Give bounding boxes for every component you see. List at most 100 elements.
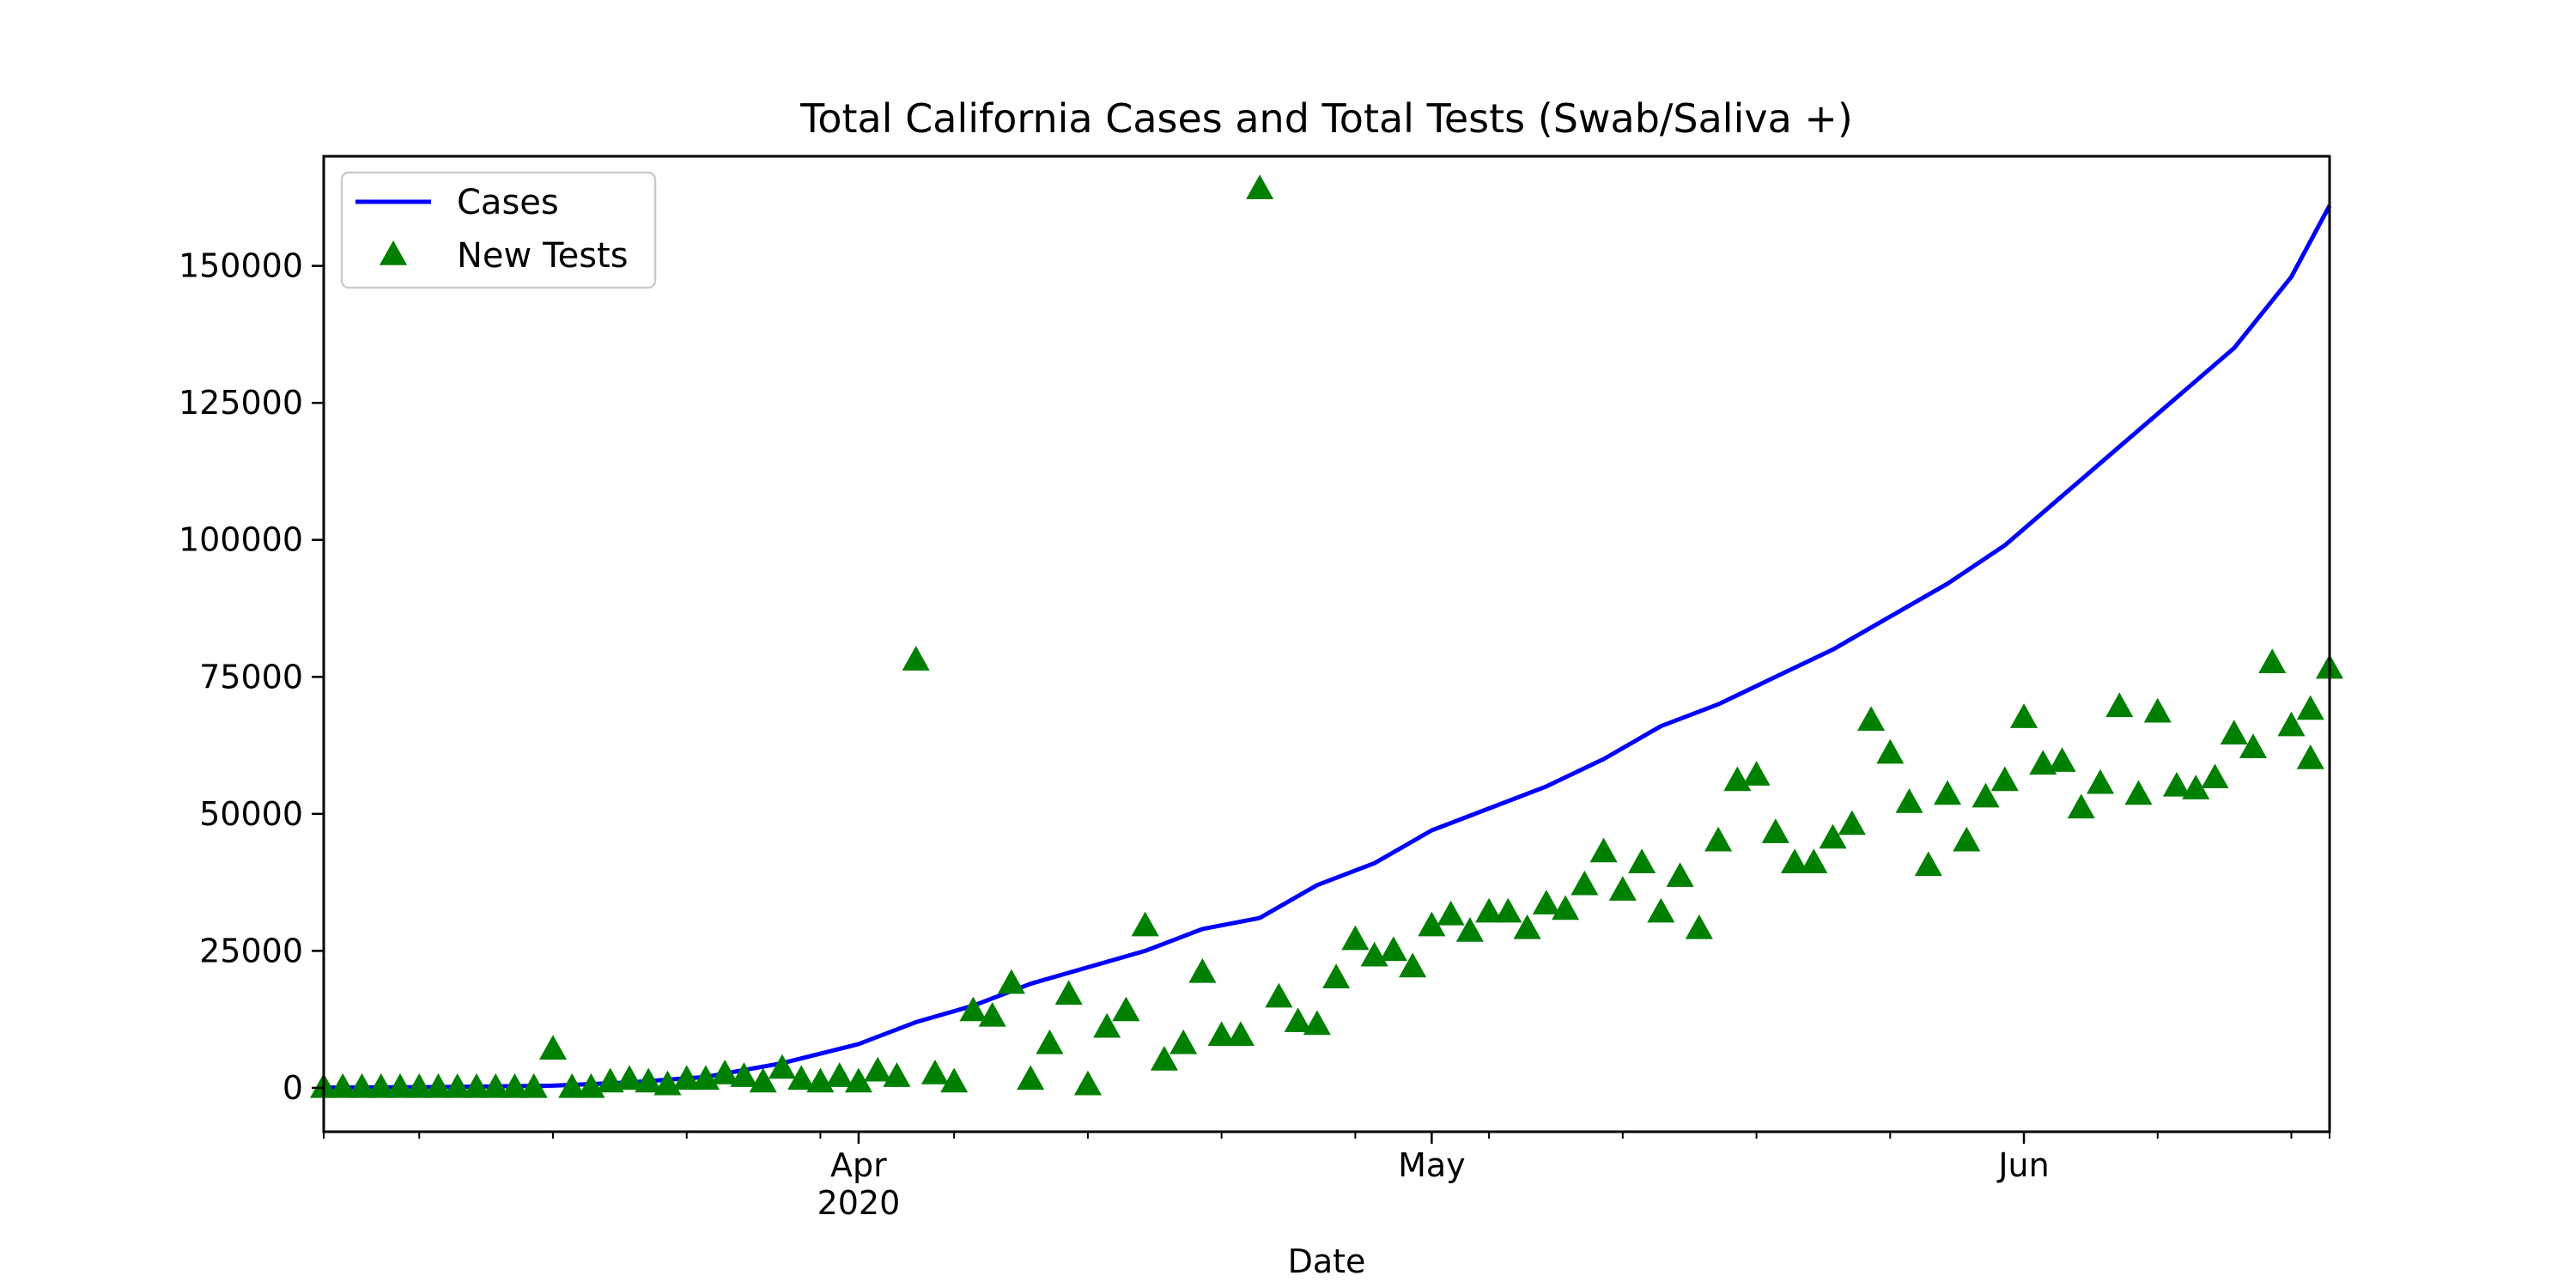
data-point-new-tests: [2009, 703, 2038, 728]
data-point-new-tests: [940, 1067, 969, 1093]
data-point-new-tests: [978, 1001, 1006, 1027]
data-point-new-tests: [1226, 1021, 1255, 1047]
data-point-new-tests: [482, 1072, 510, 1098]
data-point-new-tests: [405, 1072, 434, 1098]
data-point-new-tests: [1513, 914, 1541, 939]
data-point-new-tests: [1093, 1012, 1121, 1038]
data-point-new-tests: [1532, 890, 1560, 914]
series-line-cases: [323, 204, 2332, 1091]
data-point-new-tests: [329, 1072, 357, 1098]
x-axis-label: Date: [1288, 1242, 1366, 1280]
data-point-new-tests: [1953, 826, 1981, 852]
data-point-new-tests: [1246, 174, 1274, 199]
data-point-new-tests: [2124, 780, 2153, 805]
data-point-new-tests: [2296, 695, 2324, 720]
data-point-new-tests: [558, 1072, 586, 1098]
data-point-new-tests: [2220, 720, 2248, 745]
data-point-new-tests: [1399, 952, 1427, 978]
data-point-new-tests: [1494, 897, 1522, 923]
data-point-new-tests: [1761, 818, 1789, 843]
data-point-new-tests: [367, 1072, 395, 1098]
legend-swatch-new-tests: [379, 240, 408, 265]
data-point-new-tests: [1112, 996, 1140, 1022]
x-tick-label: May: [1398, 1146, 1466, 1184]
x-tick-sublabel: 2020: [817, 1184, 901, 1222]
data-point-new-tests: [2029, 750, 2057, 775]
data-point-new-tests: [1036, 1029, 1064, 1054]
data-point-new-tests: [2086, 769, 2115, 794]
data-point-new-tests: [749, 1067, 777, 1093]
y-tick-label: 150000: [179, 247, 303, 285]
data-point-new-tests: [1475, 897, 1504, 923]
y-tick-label: 125000: [179, 384, 303, 422]
data-point-new-tests: [462, 1072, 491, 1098]
data-point-new-tests: [997, 969, 1025, 994]
data-point-new-tests: [501, 1072, 529, 1098]
data-point-new-tests: [2067, 793, 2095, 819]
data-point-new-tests: [864, 1056, 892, 1082]
data-point-new-tests: [902, 646, 930, 671]
data-point-new-tests: [672, 1065, 701, 1091]
y-tick-label: 25000: [199, 932, 303, 969]
data-point-new-tests: [443, 1072, 471, 1098]
data-point-new-tests: [519, 1072, 548, 1098]
data-point-new-tests: [1054, 980, 1083, 1005]
data-point-new-tests: [1265, 982, 1293, 1008]
data-point-new-tests: [2162, 771, 2191, 797]
data-point-new-tests: [787, 1065, 816, 1091]
data-point-new-tests: [1552, 895, 1580, 920]
data-point-new-tests: [2048, 747, 2076, 772]
x-tick-label: Jun: [1996, 1146, 2049, 1184]
data-point-new-tests: [596, 1067, 624, 1093]
series-layer: [309, 174, 2344, 1098]
data-point-new-tests: [1303, 1010, 1331, 1036]
data-point-new-tests: [883, 1062, 911, 1087]
data-point-new-tests: [1017, 1065, 1045, 1091]
data-point-new-tests: [1188, 957, 1217, 983]
y-tick-label: 100000: [179, 521, 303, 559]
data-point-new-tests: [1685, 914, 1713, 939]
data-point-new-tests: [1971, 782, 2000, 808]
data-point-new-tests: [1571, 870, 1599, 896]
data-point-new-tests: [920, 1059, 949, 1084]
data-point-new-tests: [1781, 848, 1809, 873]
data-point-new-tests: [1857, 706, 1886, 732]
data-point-new-tests: [1914, 851, 1942, 877]
legend: Cases New Tests: [340, 171, 657, 289]
x-tick-label: Apr: [830, 1146, 887, 1184]
chart-title: Total California Cases and Total Tests (…: [799, 95, 1853, 142]
data-point-new-tests: [1742, 761, 1771, 786]
data-point-new-tests: [1284, 1007, 1312, 1033]
data-point-new-tests: [424, 1072, 453, 1098]
data-point-new-tests: [1455, 917, 1484, 942]
data-point-new-tests: [2296, 744, 2324, 769]
data-point-new-tests: [1666, 862, 1694, 887]
legend-label: New Tests: [457, 236, 629, 276]
y-tick-label: 0: [283, 1069, 303, 1107]
data-point-new-tests: [1647, 897, 1675, 923]
data-point-new-tests: [1819, 823, 1847, 849]
data-point-new-tests: [1170, 1029, 1198, 1054]
data-point-new-tests: [959, 996, 987, 1022]
data-point-new-tests: [386, 1072, 415, 1098]
axes: 0 25000 50000 75000 100000 125000 150000 Apr202…: [179, 155, 2331, 1222]
data-point-new-tests: [1628, 848, 1656, 873]
data-point-new-tests: [1895, 788, 1923, 813]
data-point-new-tests: [1800, 848, 1828, 873]
data-point-new-tests: [1589, 837, 1618, 863]
data-point-new-tests: [1073, 1070, 1102, 1096]
data-point-new-tests: [2258, 648, 2287, 674]
data-point-new-tests: [1608, 876, 1637, 901]
data-point-new-tests: [1131, 911, 1159, 937]
data-point-new-tests: [1150, 1046, 1178, 1071]
axes-frame: [322, 155, 2331, 1133]
legend-label: Cases: [457, 183, 559, 222]
data-point-new-tests: [730, 1062, 758, 1087]
data-point-new-tests: [2201, 763, 2229, 789]
data-point-new-tests: [1341, 925, 1370, 951]
data-point-new-tests: [711, 1059, 739, 1084]
data-point-new-tests: [1437, 900, 1465, 926]
data-point-new-tests: [2143, 697, 2172, 723]
data-point-new-tests: [538, 1035, 568, 1060]
